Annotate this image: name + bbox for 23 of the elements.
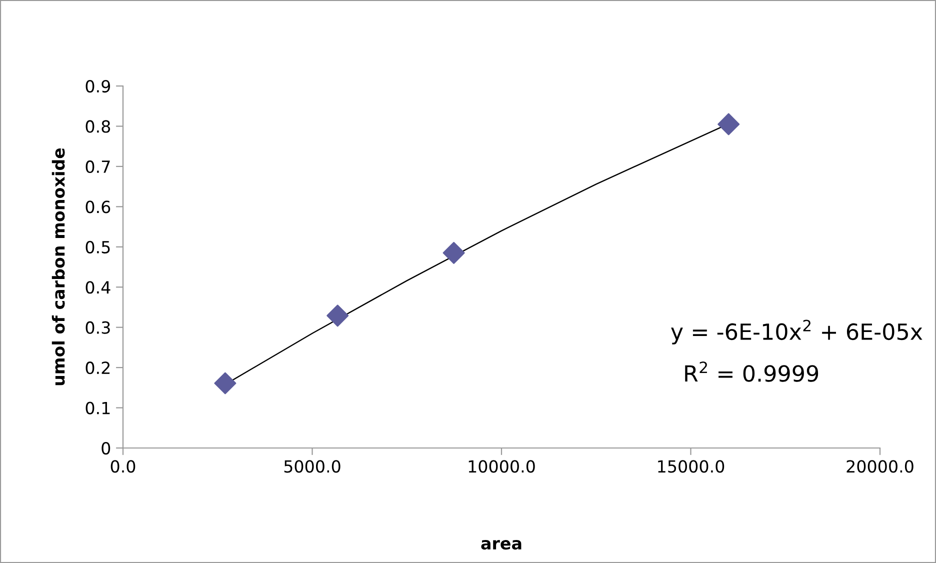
y-tick-label: 0.5	[86, 240, 110, 254]
x-tick-label: 5000.0	[284, 460, 340, 473]
annotation: y = -6E-10x$^{2}$ + 6E-05x	[671, 320, 922, 344]
y-tick-label: 0.3	[86, 321, 110, 334]
y-axis-title: umol of carbon monoxide	[52, 148, 65, 386]
point	[214, 372, 236, 394]
y-tick-label: 0.1	[86, 402, 110, 414]
y-tick-label: 0.8	[86, 120, 110, 133]
x-tick-label: 20000.0	[846, 460, 914, 473]
y-tick-label: 0.4	[86, 281, 110, 294]
y-tick-label: 0.9	[86, 80, 110, 93]
y-tick-label: 0.7	[86, 160, 110, 174]
y-tick-label: 0.2	[86, 362, 110, 374]
x-axis-title: area	[481, 540, 522, 550]
y-tick-label: 0.6	[86, 200, 110, 214]
point	[326, 304, 349, 327]
y-tick-label: 0	[102, 442, 110, 455]
x-tick-label: 10000.0	[468, 460, 535, 473]
x-tick-label: 0.0	[110, 460, 136, 473]
point	[718, 113, 740, 136]
x-tick-label: 15000.0	[658, 460, 724, 473]
point	[442, 242, 465, 264]
annotation: R$^{2}$ = 0.9999	[685, 362, 818, 382]
